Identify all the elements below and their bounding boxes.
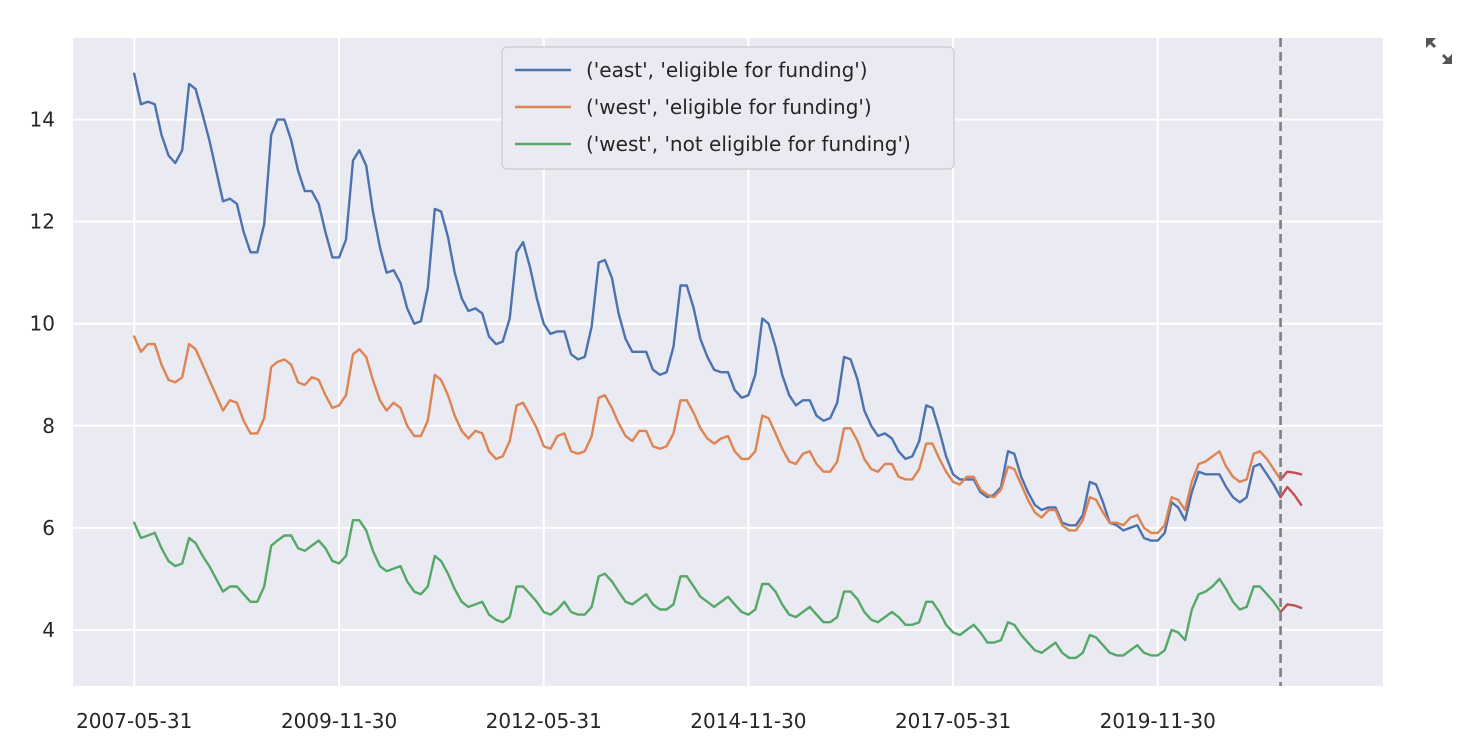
x-tick-label: 2017-05-31	[895, 709, 1011, 733]
x-tick-label: 2007-05-31	[76, 709, 192, 733]
series-layer	[132, 72, 1303, 660]
forecast-line-1	[1279, 485, 1303, 507]
expand-button[interactable]	[1420, 32, 1458, 70]
series-line-2	[132, 335, 1282, 535]
x-tick-label: 2009-11-30	[281, 709, 397, 733]
forecast-line-2	[1279, 470, 1303, 481]
x-tick-label: 2014-11-30	[690, 709, 806, 733]
legend-label: ('west', 'eligible for funding')	[586, 95, 872, 119]
series-line-1	[132, 72, 1282, 542]
y-tick-label: 14	[30, 108, 55, 132]
y-tick-label: 8	[42, 414, 55, 438]
x-tick-label: 2019-11-30	[1100, 709, 1216, 733]
forecast-line-3	[1279, 603, 1303, 614]
y-tick-label: 12	[30, 210, 55, 234]
y-tick-label: 4	[42, 618, 55, 642]
x-tick-labels: 2007-05-31 2009-11-30 2012-05-31 2014-11-30…	[76, 709, 1216, 733]
legend-label: ('west', 'not eligible for funding')	[586, 132, 911, 156]
x-tick-label: 2012-05-31	[486, 709, 602, 733]
y-tick-labels: 4 6 8 10 12 14	[30, 108, 55, 642]
legend: ('east', 'eligible for funding') ('west',…	[501, 46, 955, 170]
y-tick-label: 10	[30, 312, 55, 336]
legend-label: ('east', 'eligible for funding')	[586, 58, 868, 82]
series-line-3	[132, 519, 1282, 660]
y-tick-label: 6	[42, 516, 55, 540]
expand-arrows-icon	[1426, 38, 1452, 64]
legend-box	[501, 46, 955, 170]
